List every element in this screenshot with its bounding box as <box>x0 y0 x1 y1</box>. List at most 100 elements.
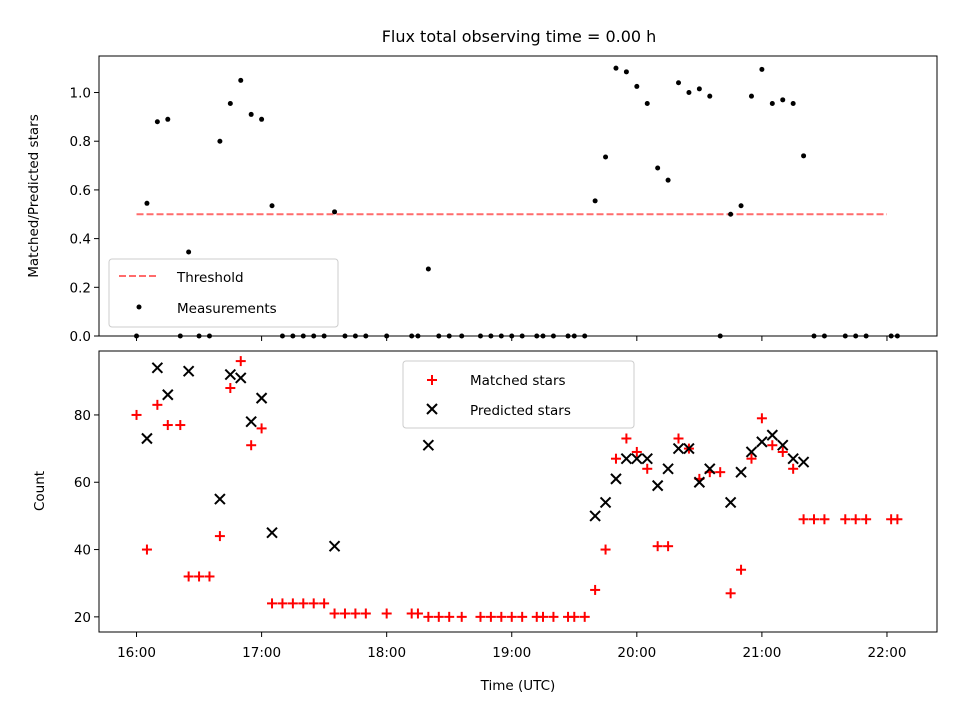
predicted-star-marker <box>245 415 257 428</box>
measurement-point <box>623 69 629 75</box>
predicted-points <box>141 362 810 552</box>
top-y-tick-label: 0.0 <box>70 329 91 345</box>
matched-star-marker <box>162 420 173 431</box>
predicted-star-marker <box>641 452 653 465</box>
measurement-point <box>707 93 713 99</box>
matched-star-marker <box>892 514 903 525</box>
predicted-star-marker <box>777 439 789 451</box>
matched-star-marker <box>621 433 632 444</box>
predicted-star-marker <box>141 432 153 445</box>
measurement-point <box>696 86 702 92</box>
matched-star-marker <box>214 531 225 542</box>
predicted-star-marker <box>693 476 706 488</box>
matched-star-marker <box>267 598 278 609</box>
measurement-point <box>634 83 640 89</box>
matched-star-marker <box>850 514 861 525</box>
legend-matched-label: Matched stars <box>470 373 566 389</box>
measurement-points <box>134 65 900 339</box>
legend-threshold-label: Threshold <box>176 270 244 286</box>
bottom-axes-frame <box>98 350 938 633</box>
matched-star-marker <box>235 356 246 367</box>
predicted-star-marker <box>589 510 601 522</box>
legend-predicted-swatch <box>426 403 438 415</box>
measurement-point <box>332 209 338 215</box>
bottom-y-tick-label: 20 <box>74 610 91 626</box>
matched-star-marker <box>308 598 319 609</box>
matched-star-marker <box>777 446 788 457</box>
matched-star-marker <box>381 608 392 619</box>
matched-star-marker <box>256 423 267 434</box>
top-y-tick-label: 0.4 <box>70 232 91 248</box>
predicted-star-marker <box>662 463 674 475</box>
bottom-x-tick-label: 22:00 <box>868 645 907 661</box>
matched-star-marker <box>141 544 152 555</box>
bottom-legend-box <box>402 360 635 429</box>
matched-star-marker <box>475 611 486 622</box>
matched-star-marker <box>569 611 580 622</box>
predicted-star-marker <box>214 493 226 505</box>
predicted-star-marker <box>151 362 164 374</box>
matched-star-marker <box>287 598 298 609</box>
legend-matched-swatch <box>427 375 437 385</box>
predicted-star-marker <box>224 368 237 381</box>
bottom-x-tick-label: 17:00 <box>242 645 281 661</box>
measurement-point <box>603 154 609 160</box>
matched-star-marker <box>517 611 528 622</box>
predicted-star-marker <box>182 365 195 377</box>
top-legend: Threshold Measurements <box>108 258 339 328</box>
bottom-y-tick-label: 80 <box>74 408 91 424</box>
matched-star-marker <box>809 514 820 525</box>
matched-star-marker <box>319 598 330 609</box>
top-y-axis-label: Matched/Predicted stars <box>26 114 42 277</box>
matched-star-marker <box>590 584 601 595</box>
bottom-x-tick-label: 18:00 <box>367 645 406 661</box>
bottom-panel: 20 40 60 80 16:00 17:00 18:00 19:00 20:00 21:00 22… <box>32 350 938 694</box>
measurement-point <box>790 100 796 106</box>
measurement-point <box>154 119 160 125</box>
matched-star-marker <box>277 598 288 609</box>
matched-star-marker <box>412 608 423 619</box>
measurement-point <box>728 211 734 217</box>
predicted-star-marker <box>756 436 768 448</box>
matched-star-marker <box>673 433 684 444</box>
matched-points <box>131 356 903 622</box>
bottom-x-tick-label: 16:00 <box>117 645 156 661</box>
measurement-point <box>165 116 171 122</box>
matched-star-marker <box>600 544 611 555</box>
matched-star-marker <box>329 608 340 619</box>
predicted-star-marker <box>599 496 612 509</box>
measurement-point <box>592 198 598 204</box>
bottom-y-tick-label: 60 <box>74 475 91 491</box>
predicted-star-marker <box>797 456 810 468</box>
predicted-star-marker <box>631 452 643 465</box>
matched-star-marker <box>631 446 642 457</box>
chart-title: Flux total observing time = 0.00 h <box>382 27 657 46</box>
predicted-star-marker <box>787 452 799 465</box>
matched-star-marker <box>175 420 186 431</box>
measurement-point <box>686 90 692 96</box>
measurement-point <box>238 77 244 83</box>
matched-star-marker <box>183 571 194 582</box>
matched-star-marker <box>339 608 350 619</box>
predicted-star-marker <box>235 372 247 384</box>
matched-star-marker <box>204 571 215 582</box>
matched-star-marker <box>642 463 653 474</box>
bottom-legend: Matched stars Predicted stars <box>402 360 635 429</box>
measurement-point <box>748 93 754 99</box>
measurement-point <box>738 203 744 209</box>
predicted-star-marker <box>610 473 622 485</box>
matched-star-marker <box>715 467 726 478</box>
matched-star-marker <box>610 453 621 464</box>
measurement-point <box>217 138 223 144</box>
measurement-point <box>769 100 775 106</box>
matched-star-marker <box>652 541 663 552</box>
predicted-star-marker <box>162 389 174 401</box>
matched-star-marker <box>298 598 309 609</box>
measurement-point <box>676 80 682 86</box>
bottom-y-tick-label: 40 <box>74 543 91 559</box>
matched-star-marker <box>423 611 434 622</box>
matched-star-marker <box>350 608 361 619</box>
matched-star-marker <box>456 611 467 622</box>
measurement-point <box>613 65 619 71</box>
